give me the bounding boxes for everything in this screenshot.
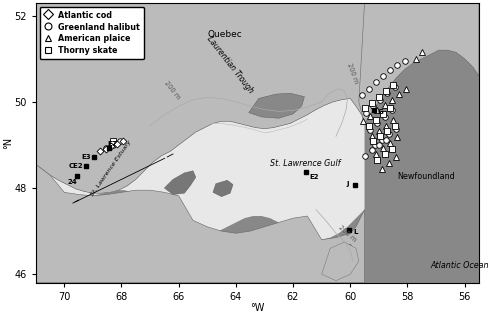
- Text: 200 m: 200 m: [346, 63, 359, 85]
- Text: Newfoundland: Newfoundland: [397, 172, 455, 180]
- Polygon shape: [164, 171, 196, 194]
- X-axis label: °W: °W: [250, 303, 264, 313]
- Text: E2: E2: [309, 174, 319, 180]
- Legend: Atlantic cod, Greenland halibut, American plaice, Thorny skate: Atlantic cod, Greenland halibut, America…: [40, 7, 144, 59]
- Polygon shape: [249, 93, 304, 118]
- Y-axis label: °N: °N: [3, 137, 13, 149]
- Text: 200 m: 200 m: [163, 80, 181, 101]
- Text: Atlantic Ocean: Atlantic Ocean: [430, 261, 489, 270]
- Text: L: L: [353, 229, 358, 235]
- Polygon shape: [36, 98, 365, 240]
- Polygon shape: [322, 242, 359, 281]
- Text: St. Lawrence Estuary: St. Lawrence Estuary: [90, 139, 132, 197]
- Text: Laurentian Trough: Laurentian Trough: [205, 35, 255, 95]
- Text: 24: 24: [67, 179, 77, 185]
- Polygon shape: [213, 180, 233, 197]
- Text: E7: E7: [107, 141, 117, 147]
- Text: St. Lawrence Gulf: St. Lawrence Gulf: [270, 159, 341, 167]
- Text: J: J: [346, 181, 349, 187]
- Text: 200 m: 200 m: [337, 224, 357, 243]
- Text: Quebec: Quebec: [207, 30, 242, 39]
- Polygon shape: [36, 3, 479, 193]
- Polygon shape: [36, 164, 365, 283]
- Polygon shape: [336, 244, 356, 270]
- Text: CE2: CE2: [69, 163, 83, 169]
- Polygon shape: [359, 3, 479, 124]
- Text: G: G: [377, 109, 383, 115]
- Text: E3: E3: [82, 154, 91, 160]
